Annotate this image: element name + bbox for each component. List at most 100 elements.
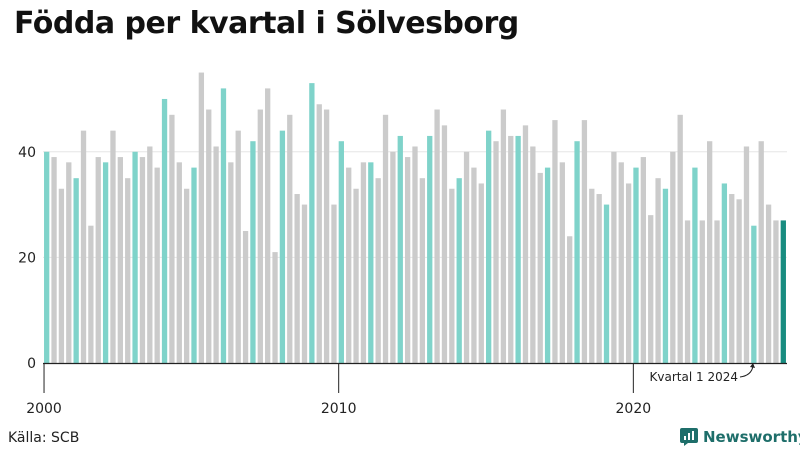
bar [88,225,94,363]
bar [183,188,190,363]
bar [346,167,352,363]
bar [117,157,123,363]
bar [633,167,639,363]
bar [486,130,492,363]
bar [147,146,153,363]
bar [714,220,720,363]
bar [382,114,389,363]
bar [390,151,396,363]
bar [522,125,529,364]
bar [758,141,764,363]
bar [360,162,367,363]
bar [191,167,197,363]
bar [751,225,757,363]
bar [80,130,87,363]
bar [640,157,646,363]
bar [729,194,735,363]
bar [154,167,160,363]
bar [544,167,551,363]
bar [132,151,138,363]
bar [692,167,698,363]
bar [537,172,543,363]
brand-name: Newsworthy [703,428,800,446]
bar [338,141,344,363]
bar [44,151,50,363]
bar [169,114,175,363]
bar [611,151,617,363]
bar [552,120,558,363]
bar [736,199,742,363]
bar [323,109,330,363]
bar [176,162,182,363]
bar [530,146,536,363]
bar [478,183,484,363]
x-tick-label: 2020 [616,401,652,417]
bar [500,109,507,363]
bar [596,194,602,363]
bar [301,204,308,363]
bar [272,252,278,363]
bar [316,104,322,363]
bar [220,88,227,364]
bar [279,130,286,363]
bars [44,72,786,364]
bar [161,98,168,364]
bar [618,162,624,363]
bar [412,146,418,363]
bar [655,178,661,363]
bar [66,162,72,363]
bar [721,183,728,363]
bar [463,151,470,363]
bar [684,220,691,363]
bar [257,109,263,363]
bar [110,130,116,363]
bar [250,141,256,363]
bar [603,204,610,363]
x-tick-label: 2000 [26,401,62,417]
chart-title: Födda per kvartal i Sölvesborg [14,6,519,41]
bar [434,109,440,363]
y-tick-label: 0 [27,356,36,372]
axis-labels: 0 20 40 2000 2010 2020 Kvartal 1 2024 [18,145,755,417]
bar [51,157,57,363]
bar [670,151,676,363]
bar [73,178,79,363]
bar [699,220,705,363]
bar [471,167,477,363]
bar [353,188,359,363]
bar [515,135,521,363]
bar [559,162,565,363]
bar [574,141,580,363]
bar [677,114,683,363]
bar [58,188,65,363]
highlight-arrow [739,365,754,378]
bar [419,178,426,363]
bar [287,114,293,363]
bar [456,178,462,363]
bar [404,157,411,363]
newsworthy-logo-icon [680,428,698,446]
bar [235,130,241,363]
bar-highlighted [780,220,786,363]
bar [441,125,448,364]
y-tick-label: 40 [18,145,36,161]
bar [294,194,300,363]
bar [648,215,654,363]
bar [625,183,632,363]
bar [765,204,772,363]
brand-logo: Newsworthy [680,428,800,446]
bar [707,141,713,363]
source-note: Källa: SCB [8,430,80,446]
bar [265,88,271,364]
bar [368,162,374,363]
bar [102,162,109,363]
bar [662,188,669,363]
highlight-label: Kvartal 1 2024 [650,370,738,384]
bar [508,135,514,363]
bar [493,141,499,363]
y-tick-label: 20 [18,250,36,266]
bar [397,135,403,363]
highlight-arrowhead [750,363,755,368]
x-tick-label: 2010 [321,401,357,417]
